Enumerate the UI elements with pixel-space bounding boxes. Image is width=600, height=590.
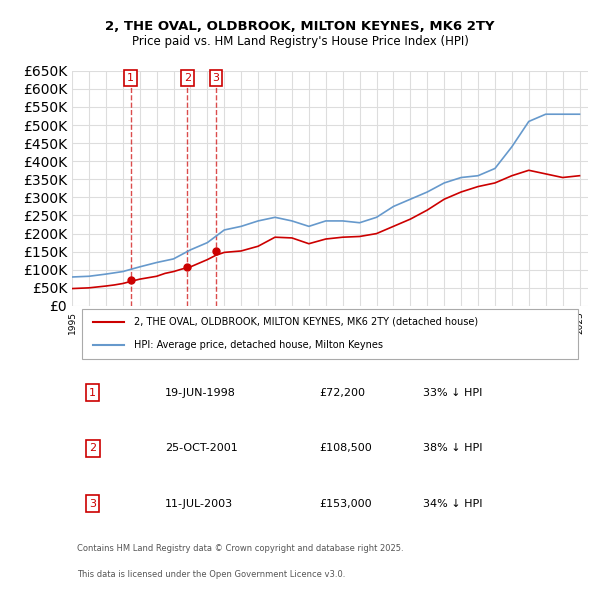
Text: Price paid vs. HM Land Registry's House Price Index (HPI): Price paid vs. HM Land Registry's House …	[131, 35, 469, 48]
Text: 33% ↓ HPI: 33% ↓ HPI	[423, 388, 482, 398]
Text: 38% ↓ HPI: 38% ↓ HPI	[423, 443, 482, 453]
Text: This data is licensed under the Open Government Licence v3.0.: This data is licensed under the Open Gov…	[77, 569, 346, 579]
Text: 11-JUL-2003: 11-JUL-2003	[165, 499, 233, 509]
Text: 3: 3	[89, 499, 96, 509]
Text: HPI: Average price, detached house, Milton Keynes: HPI: Average price, detached house, Milt…	[134, 340, 383, 350]
Text: 2: 2	[89, 443, 96, 453]
Text: 1: 1	[89, 388, 96, 398]
Text: Contains HM Land Registry data © Crown copyright and database right 2025.: Contains HM Land Registry data © Crown c…	[77, 543, 404, 553]
Text: 2, THE OVAL, OLDBROOK, MILTON KEYNES, MK6 2TY: 2, THE OVAL, OLDBROOK, MILTON KEYNES, MK…	[105, 20, 495, 33]
Text: 1: 1	[127, 73, 134, 83]
Text: 2, THE OVAL, OLDBROOK, MILTON KEYNES, MK6 2TY (detached house): 2, THE OVAL, OLDBROOK, MILTON KEYNES, MK…	[134, 316, 478, 326]
Text: £153,000: £153,000	[320, 499, 373, 509]
Text: 3: 3	[212, 73, 220, 83]
Text: 25-OCT-2001: 25-OCT-2001	[165, 443, 238, 453]
Text: 2: 2	[184, 73, 191, 83]
Text: 19-JUN-1998: 19-JUN-1998	[165, 388, 236, 398]
Text: £108,500: £108,500	[320, 443, 373, 453]
FancyBboxPatch shape	[82, 309, 578, 359]
Text: 34% ↓ HPI: 34% ↓ HPI	[423, 499, 482, 509]
Text: £72,200: £72,200	[320, 388, 365, 398]
